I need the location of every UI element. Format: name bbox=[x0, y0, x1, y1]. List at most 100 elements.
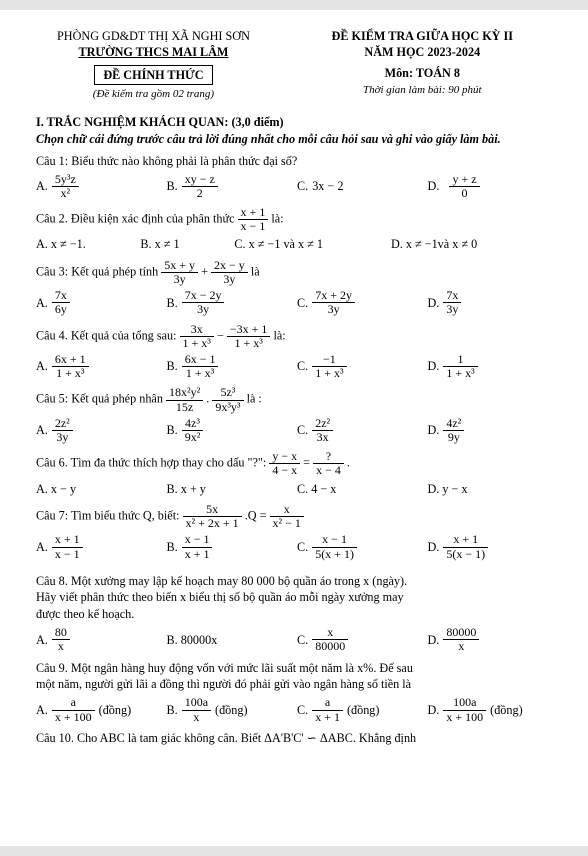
q7-f1top: 5x bbox=[183, 503, 242, 517]
q7-c-bot: 5(x + 1) bbox=[312, 548, 357, 561]
q3-a-top: 7x bbox=[52, 289, 70, 303]
subject: Môn: TOÁN 8 bbox=[287, 65, 558, 81]
q6-opt-a: A. x − y bbox=[36, 481, 167, 497]
q8-l2: Hãy viết phân thức theo biến x biểu thị … bbox=[36, 589, 558, 605]
q3-opt-b: B. 7x − 2y3y bbox=[167, 289, 298, 316]
q5-c-bot: 3x bbox=[312, 431, 333, 444]
q5-opt-b: B. 4z³9x² bbox=[167, 417, 298, 444]
q1-opt-c: C. 3x − 2 bbox=[297, 173, 428, 200]
q6-f1bot: 4 − x bbox=[269, 464, 300, 477]
q5-opt-a: A. 2z²3y bbox=[36, 417, 167, 444]
q8-l1: Câu 8. Một xưởng may lập kế hoạch may 80… bbox=[36, 573, 558, 589]
q10-text: Câu 10. Cho ABC là tam giác không cân. B… bbox=[36, 731, 416, 745]
q9-c-top: a bbox=[312, 696, 343, 710]
q2-opt-c: C. x ≠ −1 và x ≠ 1 bbox=[234, 236, 391, 252]
year: NĂM HỌC 2023-2024 bbox=[287, 44, 558, 60]
question-10: Câu 10. Cho ABC là tam giác không cân. B… bbox=[36, 730, 558, 746]
q7-b-top: x − 1 bbox=[182, 533, 213, 547]
q4-minus: − bbox=[217, 328, 224, 342]
q7-d-top: x + 1 bbox=[443, 533, 488, 547]
q4-c-bot: 1 + x³ bbox=[312, 367, 346, 380]
q2-t2: là: bbox=[271, 212, 283, 226]
q3-opt-c: C. 7x + 2y3y bbox=[297, 289, 428, 316]
q6-f2bot: x − 4 bbox=[313, 464, 344, 477]
q5-a-bot: 3y bbox=[52, 431, 73, 444]
exam-title: ĐỀ KIỂM TRA GIỮA HỌC KỲ II bbox=[287, 28, 558, 44]
question-4: Câu 4. Kết quả của tổng sau: 3x1 + x³ − … bbox=[36, 323, 558, 381]
q9-c-unit: (đồng) bbox=[347, 702, 380, 718]
q4-c-top: −1 bbox=[312, 353, 346, 367]
question-6: Câu 6. Tìm đa thức thích hợp thay cho dấ… bbox=[36, 450, 558, 497]
q8-a-bot: x bbox=[52, 640, 70, 653]
q1-text: Câu 1: Biểu thức nào không phải là phân … bbox=[36, 154, 297, 168]
q7-d-bot: 5(x − 1) bbox=[443, 548, 488, 561]
q1-a-top: 5y³z bbox=[52, 173, 79, 187]
q3-b-bot: 3y bbox=[182, 303, 225, 316]
q9-l2: một năm, người gửi lãi a đồng thì người … bbox=[36, 676, 558, 692]
q3-b-top: 7x − 2y bbox=[182, 289, 225, 303]
q2-ftop: x + 1 bbox=[238, 206, 269, 220]
q3-d-bot: 3y bbox=[443, 303, 461, 316]
q7-b-bot: x + 1 bbox=[182, 548, 213, 561]
dept: PHÒNG GD&DT THỊ XÃ NGHI SƠN bbox=[36, 28, 271, 44]
q4-f2top: −3x + 1 bbox=[227, 323, 271, 337]
q4-b-top: 6x − 1 bbox=[182, 353, 219, 367]
q7-a-top: x + 1 bbox=[52, 533, 83, 547]
q8-opt-a: A. 80x bbox=[36, 626, 167, 653]
q5-a-top: 2z² bbox=[52, 417, 73, 431]
q7-f1bot: x² + 2x + 1 bbox=[183, 517, 242, 530]
q8-c-bot: 80000 bbox=[312, 640, 348, 653]
q9-d-unit: (đồng) bbox=[490, 702, 523, 718]
q7-opt-a: A. x + 1x − 1 bbox=[36, 533, 167, 560]
q5-opt-c: C. 2z²3x bbox=[297, 417, 428, 444]
q4-opt-d: D. 11 + x³ bbox=[428, 353, 559, 380]
q5-dot: . bbox=[206, 392, 209, 406]
section-1-text: I. TRẮC NGHIỆM KHÁCH QUAN: (3,0 điểm) bbox=[36, 115, 284, 129]
q3-c-top: 7x + 2y bbox=[312, 289, 355, 303]
exam-page: PHÒNG GD&DT THỊ XÃ NGHI SƠN TRƯỜNG THCS … bbox=[0, 10, 588, 846]
q3-f2bot: 3y bbox=[211, 273, 248, 286]
q4-d-bot: 1 + x³ bbox=[443, 367, 477, 380]
q4-opt-a: A. 6x + 11 + x³ bbox=[36, 353, 167, 380]
q5-c-top: 2z² bbox=[312, 417, 333, 431]
q5-f1top: 18x²y² bbox=[166, 386, 203, 400]
q4-f1bot: 1 + x³ bbox=[180, 337, 214, 350]
q3-t1: Câu 3: Kết quả phép tính bbox=[36, 264, 158, 278]
q3-opt-a: A. 7x6y bbox=[36, 289, 167, 316]
q8-d-top: 80000 bbox=[443, 626, 479, 640]
q2-fbot: x − 1 bbox=[238, 220, 269, 233]
q7-f2bot: x² − 1 bbox=[270, 517, 304, 530]
header-row: PHÒNG GD&DT THỊ XÃ NGHI SƠN TRƯỜNG THCS … bbox=[36, 28, 558, 102]
q9-opt-b: B. 100ax (đồng) bbox=[167, 696, 298, 723]
q1-b-bot: 2 bbox=[182, 187, 218, 200]
q9-l1: Câu 9. Một ngân hàng huy động vốn với mứ… bbox=[36, 660, 558, 676]
question-5: Câu 5: Kết quả phép nhân 18x²y²15z . 5z³… bbox=[36, 386, 558, 444]
q9-d-bot: x + 100 bbox=[443, 711, 486, 724]
q6-opt-b: B. x + y bbox=[167, 481, 298, 497]
q9-opt-c: C. ax + 1 (đồng) bbox=[297, 696, 428, 723]
q9-a-unit: (đồng) bbox=[99, 702, 132, 718]
q7-opt-b: B. x − 1x + 1 bbox=[167, 533, 298, 560]
q9-b-bot: x bbox=[182, 711, 211, 724]
q8-opt-c: C. x80000 bbox=[297, 626, 428, 653]
q4-t1: Câu 4. Kết quả của tổng sau: bbox=[36, 328, 176, 342]
q4-b-bot: 1 + x³ bbox=[182, 367, 219, 380]
q4-f2bot: 1 + x³ bbox=[227, 337, 271, 350]
q3-c-bot: 3y bbox=[312, 303, 355, 316]
q5-d-bot: 9y bbox=[443, 431, 464, 444]
q9-d-top: 100a bbox=[443, 696, 486, 710]
q1-d-top: y + z bbox=[449, 173, 479, 187]
q3-f2top: 2x − y bbox=[211, 259, 248, 273]
q1-d-bot: 0 bbox=[449, 187, 479, 200]
pages-note: (Đề kiểm tra gồm 02 trang) bbox=[36, 87, 271, 102]
q1-c: 3x − 2 bbox=[312, 178, 343, 194]
q6-opt-d: D. y − x bbox=[428, 481, 559, 497]
q7-a-bot: x − 1 bbox=[52, 548, 83, 561]
q9-a-top: a bbox=[52, 696, 95, 710]
q1-opt-a: A. 5y³zx² bbox=[36, 173, 167, 200]
q2-t1: Câu 2. Điều kiện xác định của phân thức bbox=[36, 212, 235, 226]
duration: Thời gian làm bài: 90 phút bbox=[287, 83, 558, 98]
q4-d-top: 1 bbox=[443, 353, 477, 367]
question-1: Câu 1: Biểu thức nào không phải là phân … bbox=[36, 153, 558, 200]
q7-opt-c: C. x − 15(x + 1) bbox=[297, 533, 428, 560]
